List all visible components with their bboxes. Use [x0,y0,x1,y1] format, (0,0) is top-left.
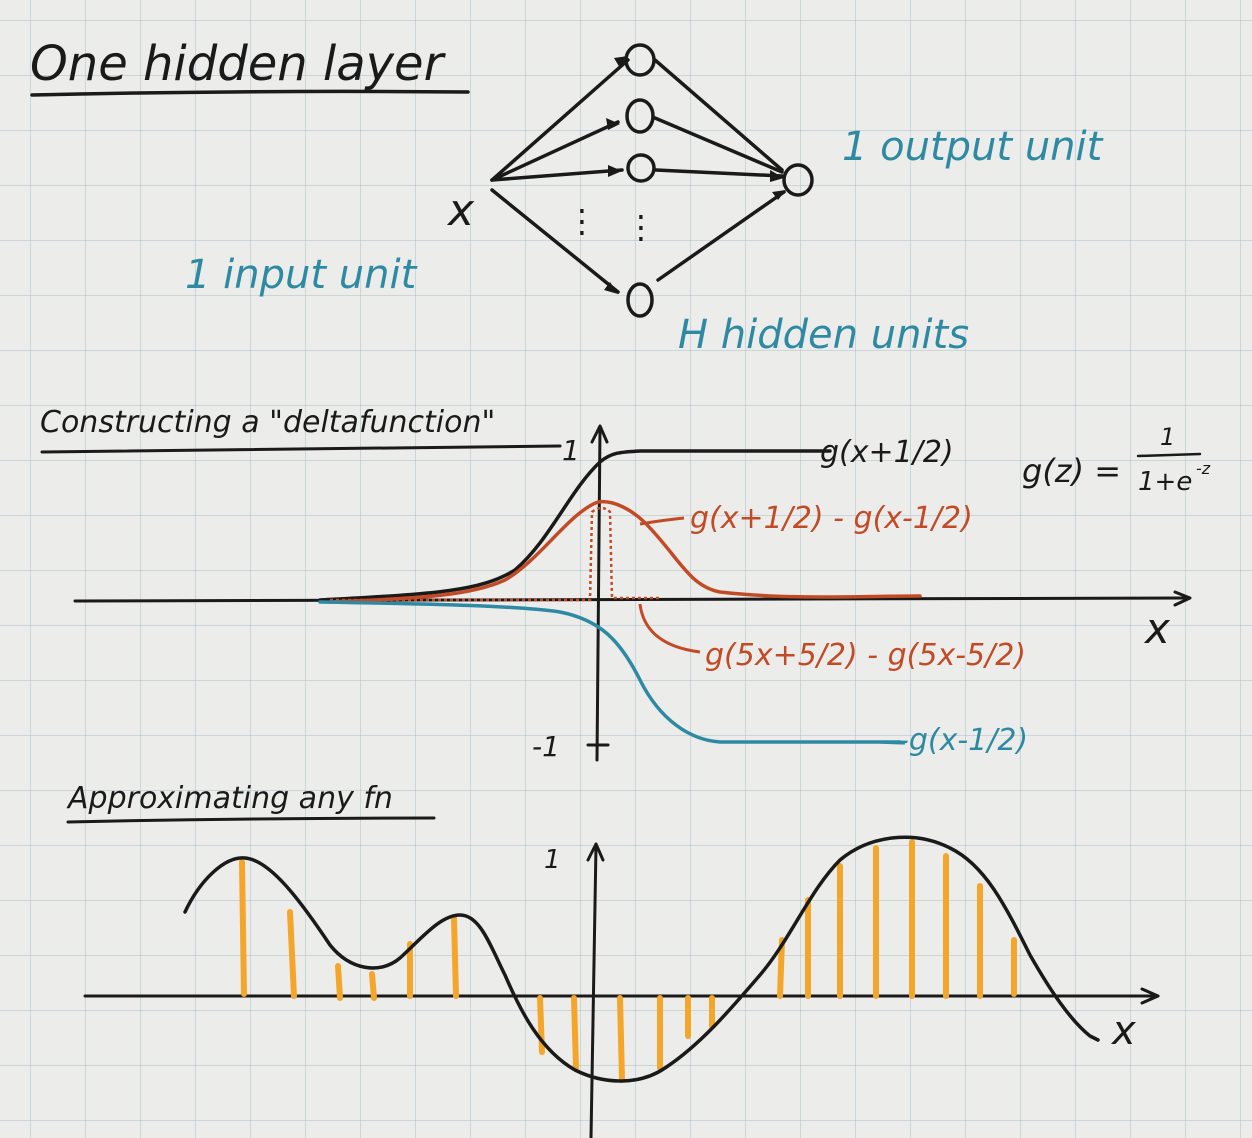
hidden-node-2 [625,98,655,134]
approx-bar [777,937,785,999]
section3-title-underline [66,816,436,824]
approx-bar [239,859,247,997]
curve-minus-g-x-minus-half [318,600,902,744]
target-function-curve [183,835,1100,1083]
edge-hidden-output-3 [654,168,784,178]
y-tick-label-bottom: -1 [532,730,560,763]
hidden-nodes [624,43,656,318]
connector-blue [879,740,906,745]
approximation-bars [239,839,1017,1083]
arrowhead-icon [770,170,784,182]
curve-red-wide-difference [328,499,922,604]
edge-hidden-output-1 [653,58,784,172]
output-unit-label: 1 output unit [842,124,1104,170]
y-axis-bottom-arrow-icon [586,842,605,862]
y-axis [595,426,602,762]
approx-bar [335,963,343,1001]
section1-title-underline [30,89,470,97]
hidden-dots-left: ⋮ [566,202,598,240]
formula-numerator: 1 [1160,423,1175,451]
formula-fraction-bar [1136,452,1202,458]
input-to-hidden-edges [490,58,630,294]
hidden-node-3 [626,153,656,183]
edge-input-hidden-4 [490,188,620,294]
arrowhead-icon [606,118,620,130]
connector-red-wide [639,516,685,526]
connector-red-narrow [638,603,701,654]
x-axis-bottom-arrow-icon [1140,987,1160,1005]
x-axis-arrow-icon [1173,590,1192,607]
sigmoid-formula: g(z) = 1 1+e -z [1022,423,1211,497]
hidden-dots-right: ⋮ [625,208,657,246]
label-red-narrow-difference: g(5x+5/2) - g(5x-5/2) [705,638,1026,673]
edge-input-hidden-1 [490,58,630,182]
approx-bar [537,995,545,1055]
x-axis [73,596,1190,603]
approx-bar [571,995,579,1071]
hidden-node-1 [624,43,656,77]
section2-title: Constructing a "deltafunction" [40,405,495,440]
approx-bar [287,909,297,999]
y-axis-bottom [589,844,598,1138]
output-node [782,163,814,197]
y-tick-label-top: 1 [562,434,580,467]
label-red-wide-difference: g(x+1/2) - g(x-1/2) [690,501,973,536]
hidden-node-4 [626,282,654,318]
deltafunction-section: Constructing a "deltafunction" 1 -1 x g(… [40,405,1211,763]
hidden-to-output-edges [653,58,786,282]
arrowhead-icon [604,282,618,294]
network-section: One hidden layer x [30,36,1104,358]
section2-title-underline [40,444,562,454]
label-g-x-plus-half: g(x+1/2) [820,435,954,470]
label-minus-g-x-minus-half: -g(x-1/2) [898,723,1028,758]
section3-title: Approximating any fn [66,781,393,816]
formula-lhs: g(z) = [1022,452,1121,490]
approx-bar [451,915,459,999]
formula-denominator: 1+e [1138,467,1192,497]
input-unit-label: 1 input unit [185,252,418,298]
edge-input-hidden-2 [490,120,620,182]
edge-input-hidden-3 [490,168,624,182]
curve-g-x-plus-half [318,449,832,602]
input-node-variable: x [446,185,475,236]
formula-exponent: -z [1196,459,1211,478]
edge-hidden-output-2 [653,116,784,174]
y-axis-arrow-icon [590,424,609,444]
curve-red-narrow-difference [330,506,660,602]
x-axis-label: x [1143,604,1171,653]
edge-arrowheads [604,56,786,294]
approx-bar [617,995,625,1083]
section1-title: One hidden layer [30,36,447,92]
approx-bar [369,971,377,1001]
arrowhead-icon [772,190,786,200]
y-tick-label-bottom-chart: 1 [544,845,561,875]
arrowhead-icon [608,165,622,177]
edge-hidden-output-4 [656,190,786,282]
hidden-units-label: H hidden units [678,312,969,358]
approximation-section: Approximating any fn 1 x [66,781,1160,1138]
x-axis-label-bottom: x [1110,1008,1136,1054]
